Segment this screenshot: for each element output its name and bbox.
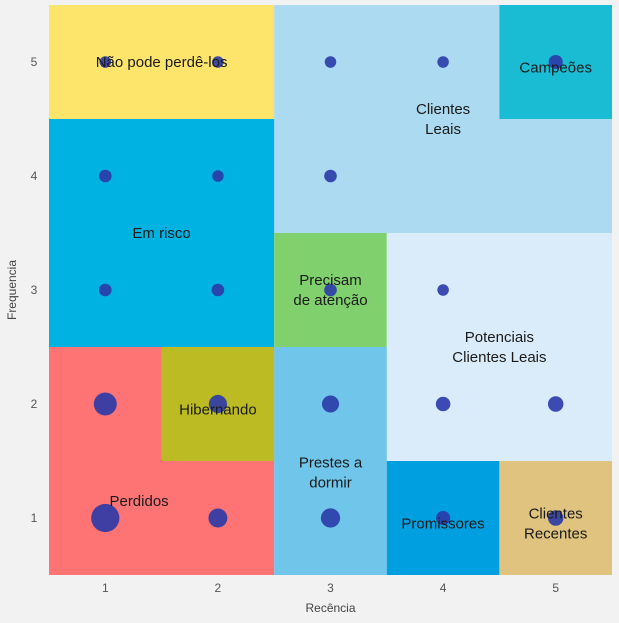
segment-potenciais-clientes-leais [386, 233, 612, 461]
data-point [212, 170, 224, 182]
data-points [91, 54, 564, 533]
segment-label-potenciais-clientes-leais: Potenciais Clientes Leais [452, 329, 546, 366]
y-tick-label: 3 [31, 283, 38, 297]
y-tick-label: 1 [31, 511, 38, 525]
x-tick-label: 2 [215, 581, 222, 595]
data-point [98, 169, 112, 183]
segment-prestes-a-dormir [274, 347, 387, 575]
segment-regions [49, 5, 612, 575]
x-axis-title: Recência [305, 601, 355, 615]
segment-label-perdidos: Perdidos [109, 493, 168, 510]
x-tick-label: 5 [552, 581, 559, 595]
data-point [99, 56, 112, 68]
segment-label-em-risco: Em risco [132, 225, 190, 242]
x-tick-label: 1 [102, 581, 109, 595]
data-point [437, 284, 449, 296]
data-point [548, 54, 563, 70]
segment-nao-pode-perde-los [49, 5, 275, 119]
data-point [437, 56, 449, 68]
data-point [321, 395, 340, 413]
data-point [324, 56, 337, 68]
data-point [547, 396, 564, 412]
segment-labels: Não pode perdê-los Clientes Leais Campeões E… [96, 54, 592, 543]
y-tick-label: 4 [31, 169, 38, 183]
segment-label-promissores: Promissores [401, 516, 484, 533]
data-point [91, 503, 120, 533]
data-point [208, 394, 228, 414]
y-axis-ticks: 1 2 3 4 5 [31, 55, 38, 525]
data-point [436, 510, 451, 526]
x-tick-label: 4 [440, 581, 447, 595]
data-point [93, 392, 117, 416]
data-point [98, 283, 112, 297]
data-point [324, 169, 337, 183]
segment-label-clientes-recentes: Clientes Recentes [524, 506, 587, 543]
data-point [324, 283, 337, 297]
x-tick-label: 3 [327, 581, 334, 595]
segment-label-clientes-leais: Clientes Leais [416, 101, 470, 138]
x-axis-ticks: 1 2 3 4 5 [102, 581, 559, 595]
data-point [547, 510, 564, 526]
segment-label-precisam-de-atencao: Precisam de atenção [293, 272, 367, 309]
segment-label-campeoes: Campeões [519, 60, 592, 77]
data-point [208, 508, 228, 528]
data-point [212, 56, 224, 68]
y-tick-label: 5 [31, 55, 38, 69]
data-point [435, 396, 451, 412]
segment-em-risco [49, 119, 275, 347]
data-point [320, 508, 341, 528]
y-axis-title: Frequencia [5, 260, 19, 320]
segment-label-prestes-a-dormir: Prestes a dormir [299, 454, 363, 491]
data-point [211, 283, 225, 297]
segment-label-hibernando: Hibernando [179, 402, 257, 419]
y-tick-label: 2 [31, 397, 38, 411]
segment-label-nao-pode-perde-los: Não pode perdê-los [96, 54, 228, 71]
